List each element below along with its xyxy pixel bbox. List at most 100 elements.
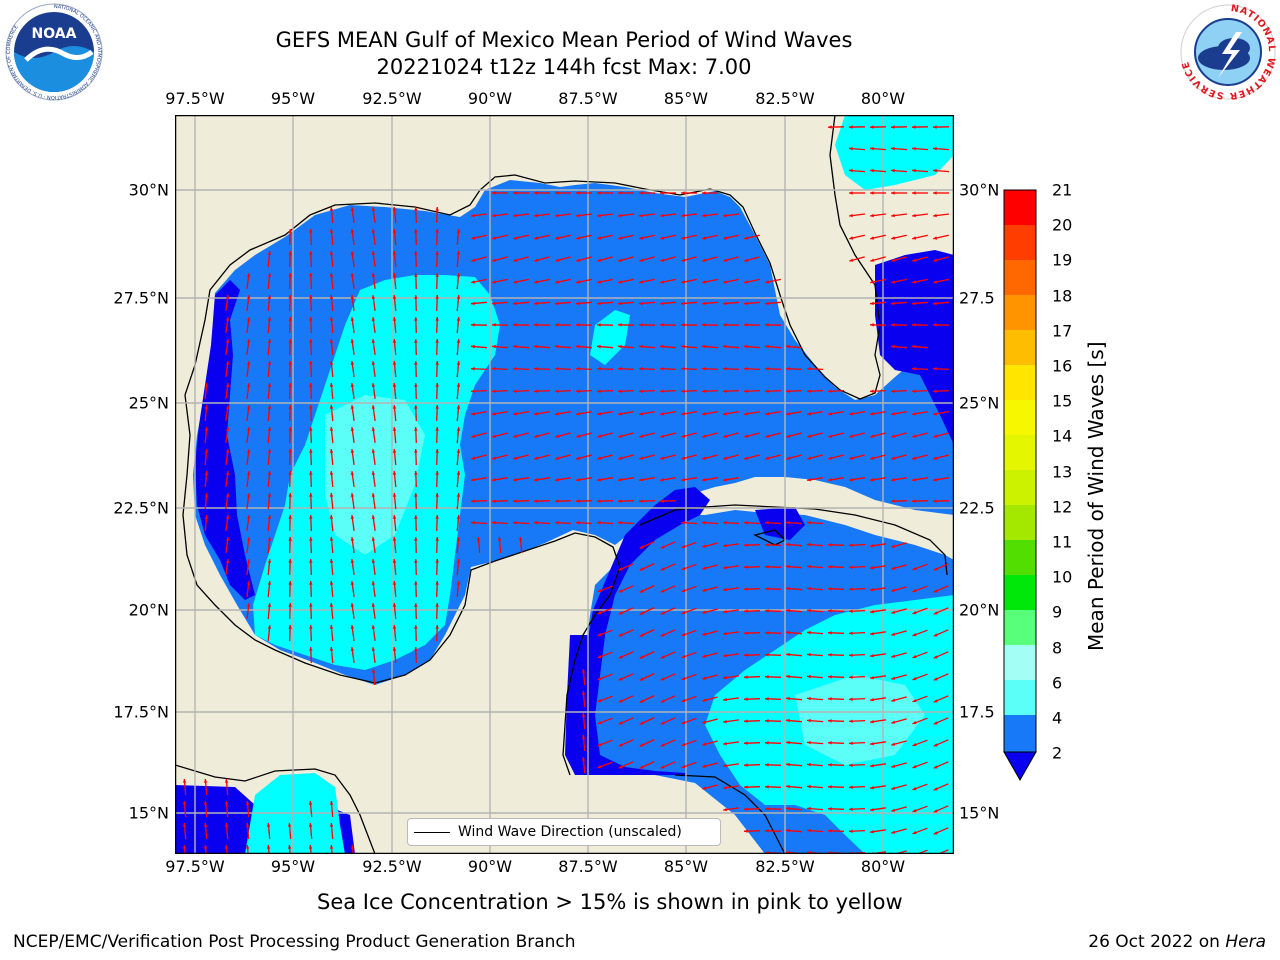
wave-arrow-head [435, 559, 439, 563]
wave-arrow-head [597, 764, 602, 769]
wave-arrow-head [350, 427, 355, 431]
wave-arrow-head [576, 434, 581, 438]
wave-arrow-head [639, 478, 643, 482]
wave-arrow-head [765, 675, 769, 679]
wave-arrow-head [786, 521, 790, 525]
wave-arrow-head [618, 589, 623, 593]
wave-arrow-head [471, 258, 476, 262]
wave-arrow-head [371, 383, 376, 387]
wave-arrow-head [723, 741, 727, 746]
wave-arrow-head [807, 456, 812, 460]
wave-arrow-head [392, 427, 397, 431]
wave-arrow-head [660, 213, 664, 218]
wave-arrow-head [471, 280, 476, 284]
wave-arrow-head [891, 389, 895, 393]
wave-arrow-head [350, 361, 355, 365]
wave-arrow-head [870, 389, 874, 393]
wave-arrow-head [288, 383, 292, 387]
colorbar [1003, 189, 1037, 782]
wave-arrow-head [681, 389, 685, 393]
wave-arrow-head [912, 412, 916, 416]
wave-arrow-head [267, 339, 272, 343]
wave-arrow-head [891, 434, 896, 438]
wave-arrow-head [492, 456, 497, 460]
wave-arrow-head [309, 317, 313, 321]
wave-arrow-head [435, 229, 439, 233]
wave-arrow-head [597, 676, 602, 681]
wave-arrow-head [309, 251, 313, 255]
wave-arrow-head [807, 367, 811, 371]
wave-arrow-head [471, 389, 475, 393]
wave-arrow-head [287, 845, 292, 849]
wave-arrow-head [744, 807, 748, 811]
wave-arrow-head [371, 603, 376, 607]
wave-arrow-head [849, 412, 853, 416]
wave-arrow-head [660, 389, 664, 393]
wave-arrow-head [414, 339, 418, 343]
wave-arrow-head [660, 434, 665, 438]
wave-arrow-head [933, 499, 937, 503]
wave-arrow-head [597, 412, 601, 416]
wave-arrow-head [308, 801, 313, 805]
wave-arrow-head [828, 785, 832, 789]
wave-arrow-head [681, 676, 686, 681]
wave-arrow-head [912, 236, 917, 240]
wave-arrow-head [308, 823, 313, 827]
wave-arrow-head [329, 823, 334, 827]
colorbar-tick-label: 20 [1052, 215, 1073, 235]
wave-arrow-head [870, 786, 874, 790]
wave-arrow-head [681, 742, 686, 747]
wave-arrow-head [414, 647, 418, 651]
wave-arrow-head [534, 280, 539, 284]
wave-arrow-head [786, 564, 790, 569]
wave-arrow-head [765, 719, 769, 723]
wave-arrow-head [870, 301, 874, 306]
wave-arrow-head [744, 741, 748, 745]
wave-arrow-head [329, 845, 334, 849]
wave-arrow-head [933, 677, 938, 681]
wave-arrow-head [534, 344, 538, 349]
wave-arrow-head [786, 412, 790, 416]
wave-arrow-head [933, 280, 938, 284]
wave-arrow-head [309, 229, 313, 233]
wave-arrow-head [267, 471, 272, 475]
legend-line-icon [414, 831, 450, 833]
wave-arrow-head [765, 367, 769, 371]
wave-arrow-head [660, 567, 665, 571]
wave-arrow-head [392, 295, 397, 299]
wave-arrow-head [576, 344, 580, 349]
wave-arrow-head [618, 699, 623, 703]
wave-arrow-head [597, 499, 601, 503]
wind-wave-arrows [182, 125, 950, 854]
wave-arrow-head [660, 611, 665, 615]
colorbar-segment [1004, 435, 1036, 470]
wave-arrow-head [513, 521, 517, 525]
wave-arrow-head [660, 344, 664, 349]
wave-arrow-head [350, 581, 355, 585]
wave-arrow-head [246, 559, 251, 563]
colorbar-tick-label: 6 [1052, 673, 1063, 693]
wave-arrow-head [492, 280, 497, 284]
wave-arrow-head [828, 587, 832, 591]
wave-arrow-head [267, 449, 272, 453]
wave-arrow-head [807, 608, 811, 613]
wave-arrow-head [639, 743, 644, 747]
wave-arrow-head [639, 545, 644, 549]
wave-arrow-head [392, 339, 397, 343]
wave-arrow-head [456, 493, 461, 497]
wave-arrow-head [765, 785, 769, 789]
wave-arrow-head [288, 625, 292, 629]
wave-arrow-head [849, 213, 853, 218]
wave-arrow-head [204, 427, 209, 431]
wave-arrow-head [414, 559, 418, 563]
lat-label-right: 20°N [959, 600, 1000, 620]
wave-arrow-head [329, 405, 334, 409]
wave-arrow-head [702, 434, 707, 438]
wave-arrow-head [392, 559, 397, 563]
wave-arrow-head [681, 323, 685, 327]
wave-arrow-head [329, 801, 334, 805]
wave-arrow-head [267, 317, 272, 321]
calm-patch-west [195, 280, 255, 600]
wave-arrow-head [870, 588, 874, 592]
wave-arrow-head [933, 809, 938, 813]
